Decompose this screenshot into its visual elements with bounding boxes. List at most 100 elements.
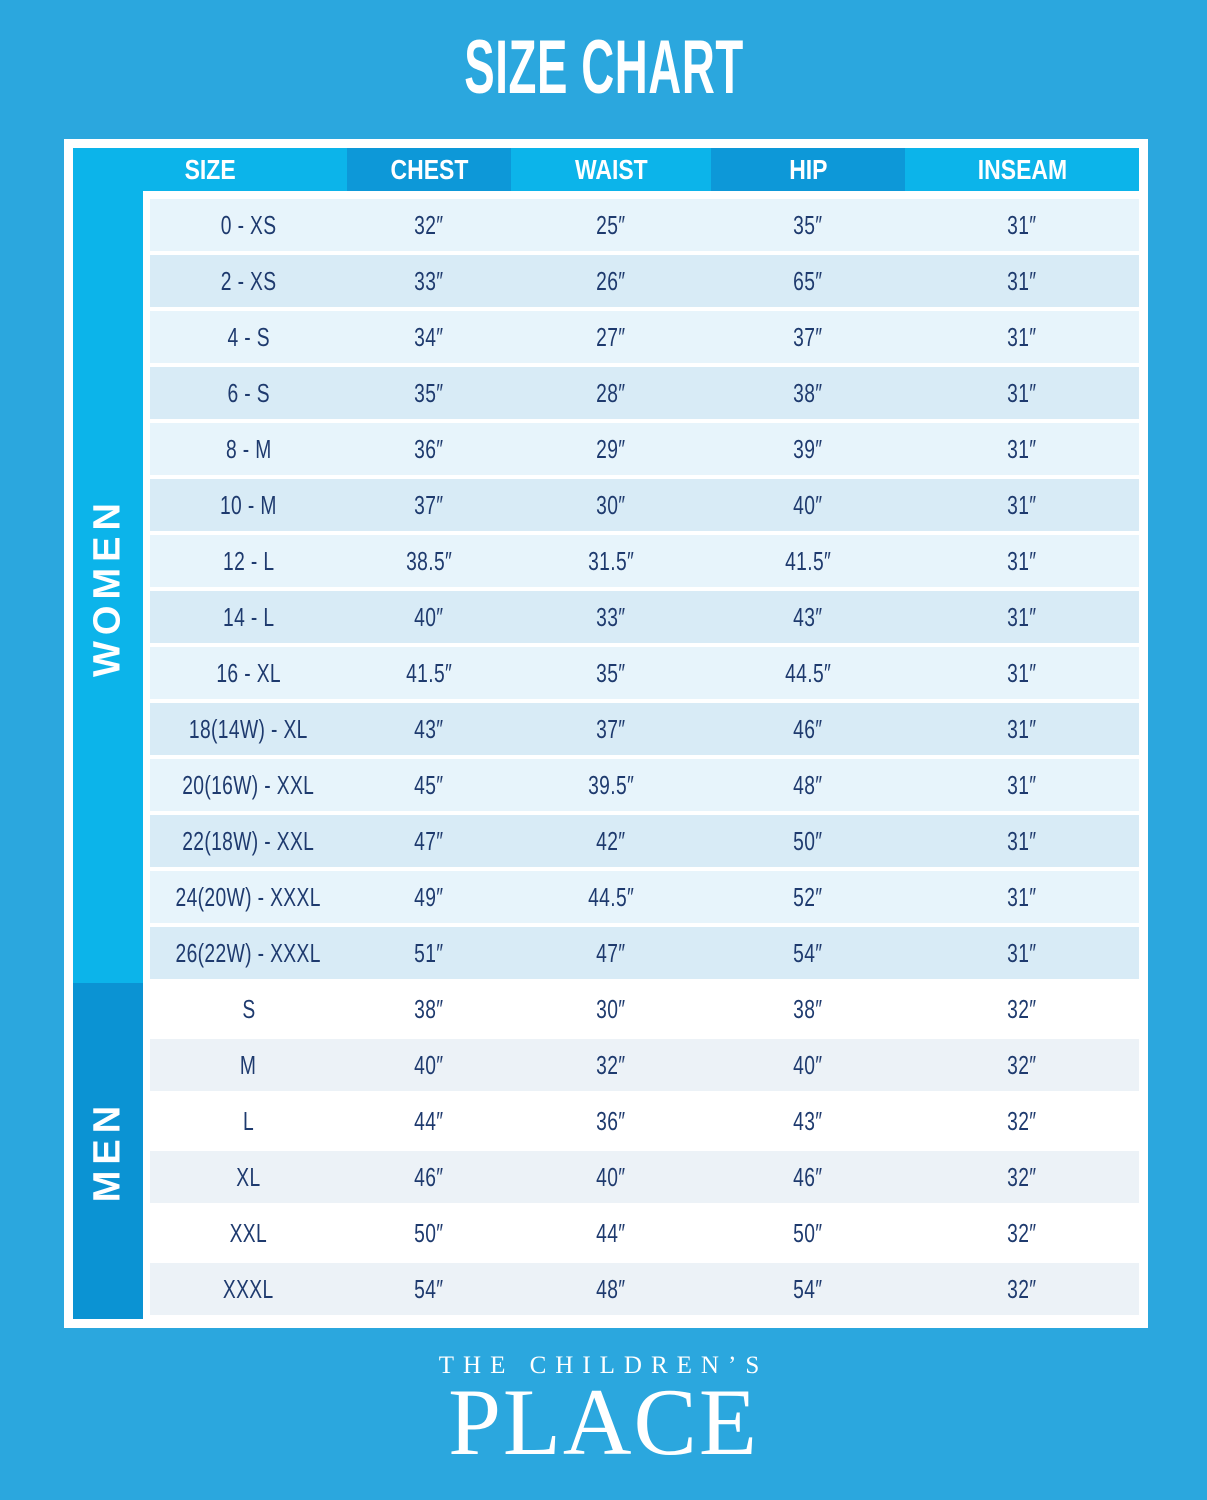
table-cell: 32″ [905,1162,1139,1193]
column-header-inseam-label: INSEAM [977,153,1067,185]
measurement-value: 45″ [414,769,444,800]
measurement-value: 41.5″ [405,657,453,688]
table-cell: 31″ [905,602,1139,633]
measurement-value: 39″ [793,433,823,464]
size-label: 2 - XS [220,265,277,296]
table-cell: 51″ [347,938,511,969]
measurement-value: 38″ [414,993,444,1024]
size-table-frame: SIZE CHEST WAIST HIP INSEAM WOMEN MEN [64,139,1148,1328]
size-label: 12 - L [222,545,275,576]
table-cell: 31″ [905,378,1139,409]
measurement-value: 25″ [596,209,626,240]
section-label-men: MEN [86,1099,129,1203]
measurement-value: 31″ [1007,209,1037,240]
column-header-waist-label: WAIST [574,153,648,185]
measurement-value: 44″ [596,1217,626,1248]
measurement-value: 39.5″ [587,769,635,800]
table-cell: XXXL [150,1274,347,1305]
table-row: S 38″ 30″ 38″ 32″ [150,983,1139,1039]
table-cell: 34″ [347,322,511,353]
table-row: 16 - XL 41.5″ 35″ 44.5″ 31″ [150,647,1139,703]
sidebar-divider [143,191,150,1319]
table-cell: L [150,1106,347,1137]
measurement-value: 40″ [414,1049,444,1080]
size-label: 24(20W) - XXXL [175,881,322,912]
table-cell: 47″ [511,938,711,969]
measurement-value: 38″ [793,377,823,408]
table-cell: 35″ [711,210,905,241]
table-cell: 47″ [347,826,511,857]
measurement-value: 48″ [793,769,823,800]
table-cell: 10 - M [150,490,347,521]
table-cell: 0 - XS [150,210,347,241]
table-cell: 27″ [511,322,711,353]
table-cell: 48″ [711,770,905,801]
table-cell: 31.5″ [511,546,711,577]
size-label: 10 - M [220,489,277,520]
measurement-value: 30″ [596,489,626,520]
measurement-value: 40″ [596,1161,626,1192]
table-cell: 37″ [511,714,711,745]
measurement-value: 54″ [414,1273,444,1304]
brand-logo: THE CHILDREN’S PLACE [0,1352,1207,1475]
table-cell: 8 - M [150,434,347,465]
measurement-value: 46″ [414,1161,444,1192]
table-cell: 31″ [905,546,1139,577]
size-label: 20(16W) - XXL [182,769,315,800]
table-cell: 49″ [347,882,511,913]
table-cell: 40″ [347,602,511,633]
measurement-value: 31″ [1007,601,1037,632]
measurement-value: 44.5″ [784,657,832,688]
page-title-text: SIZE CHART [463,25,744,110]
table-cell: 40″ [511,1162,711,1193]
table-cell: 18(14W) - XL [150,714,347,745]
measurement-value: 32″ [1007,1217,1037,1248]
table-cell: 32″ [905,994,1139,1025]
table-cell: 31″ [905,714,1139,745]
table-cell: M [150,1050,347,1081]
column-header-hip: HIP [711,148,905,191]
measurement-value: 31″ [1007,489,1037,520]
measurement-value: 54″ [793,937,823,968]
measurement-value: 51″ [414,937,444,968]
measurement-value: 33″ [596,601,626,632]
table-cell: 44″ [511,1218,711,1249]
measurement-value: 31″ [1007,265,1037,296]
measurement-value: 27″ [596,321,626,352]
column-header-inseam: INSEAM [905,148,1139,191]
table-cell: 33″ [347,266,511,297]
table-cell: 35″ [347,378,511,409]
measurement-value: 47″ [414,825,444,856]
table-row: 12 - L 38.5″ 31.5″ 41.5″ 31″ [150,535,1139,591]
measurement-value: 49″ [414,881,444,912]
size-label: XXL [229,1217,268,1248]
table-cell: 37″ [711,322,905,353]
measurement-value: 37″ [414,489,444,520]
table-cell: 32″ [347,210,511,241]
brand-name-bottom: PLACE [448,1369,759,1475]
measurement-value: 65″ [793,265,823,296]
table-rows: 0 - XS 32″ 25″ 35″ 31″ 2 - XS 33″ 26″ 65″ 31″ 4 - … [150,191,1139,1319]
table-row: 6 - S 35″ 28″ 38″ 31″ [150,367,1139,423]
size-label: 8 - M [225,433,272,464]
table-cell: 38″ [711,994,905,1025]
table-row: 2 - XS 33″ 26″ 65″ 31″ [150,255,1139,311]
measurement-value: 32″ [596,1049,626,1080]
measurement-value: 35″ [414,377,444,408]
measurement-value: 52″ [793,881,823,912]
table-cell: 30″ [511,490,711,521]
column-header-waist: WAIST [511,148,711,191]
measurement-value: 35″ [596,657,626,688]
size-label: XXXL [223,1273,274,1304]
table-cell: 54″ [347,1274,511,1305]
table-cell: 16 - XL [150,658,347,689]
measurement-value: 31″ [1007,937,1037,968]
table-cell: 38″ [711,378,905,409]
table-cell: 25″ [511,210,711,241]
table-cell: 45″ [347,770,511,801]
measurement-value: 54″ [793,1273,823,1304]
table-cell: XXL [150,1218,347,1249]
measurement-value: 35″ [793,209,823,240]
size-label: 22(18W) - XXL [182,825,315,856]
table-cell: 46″ [711,1162,905,1193]
